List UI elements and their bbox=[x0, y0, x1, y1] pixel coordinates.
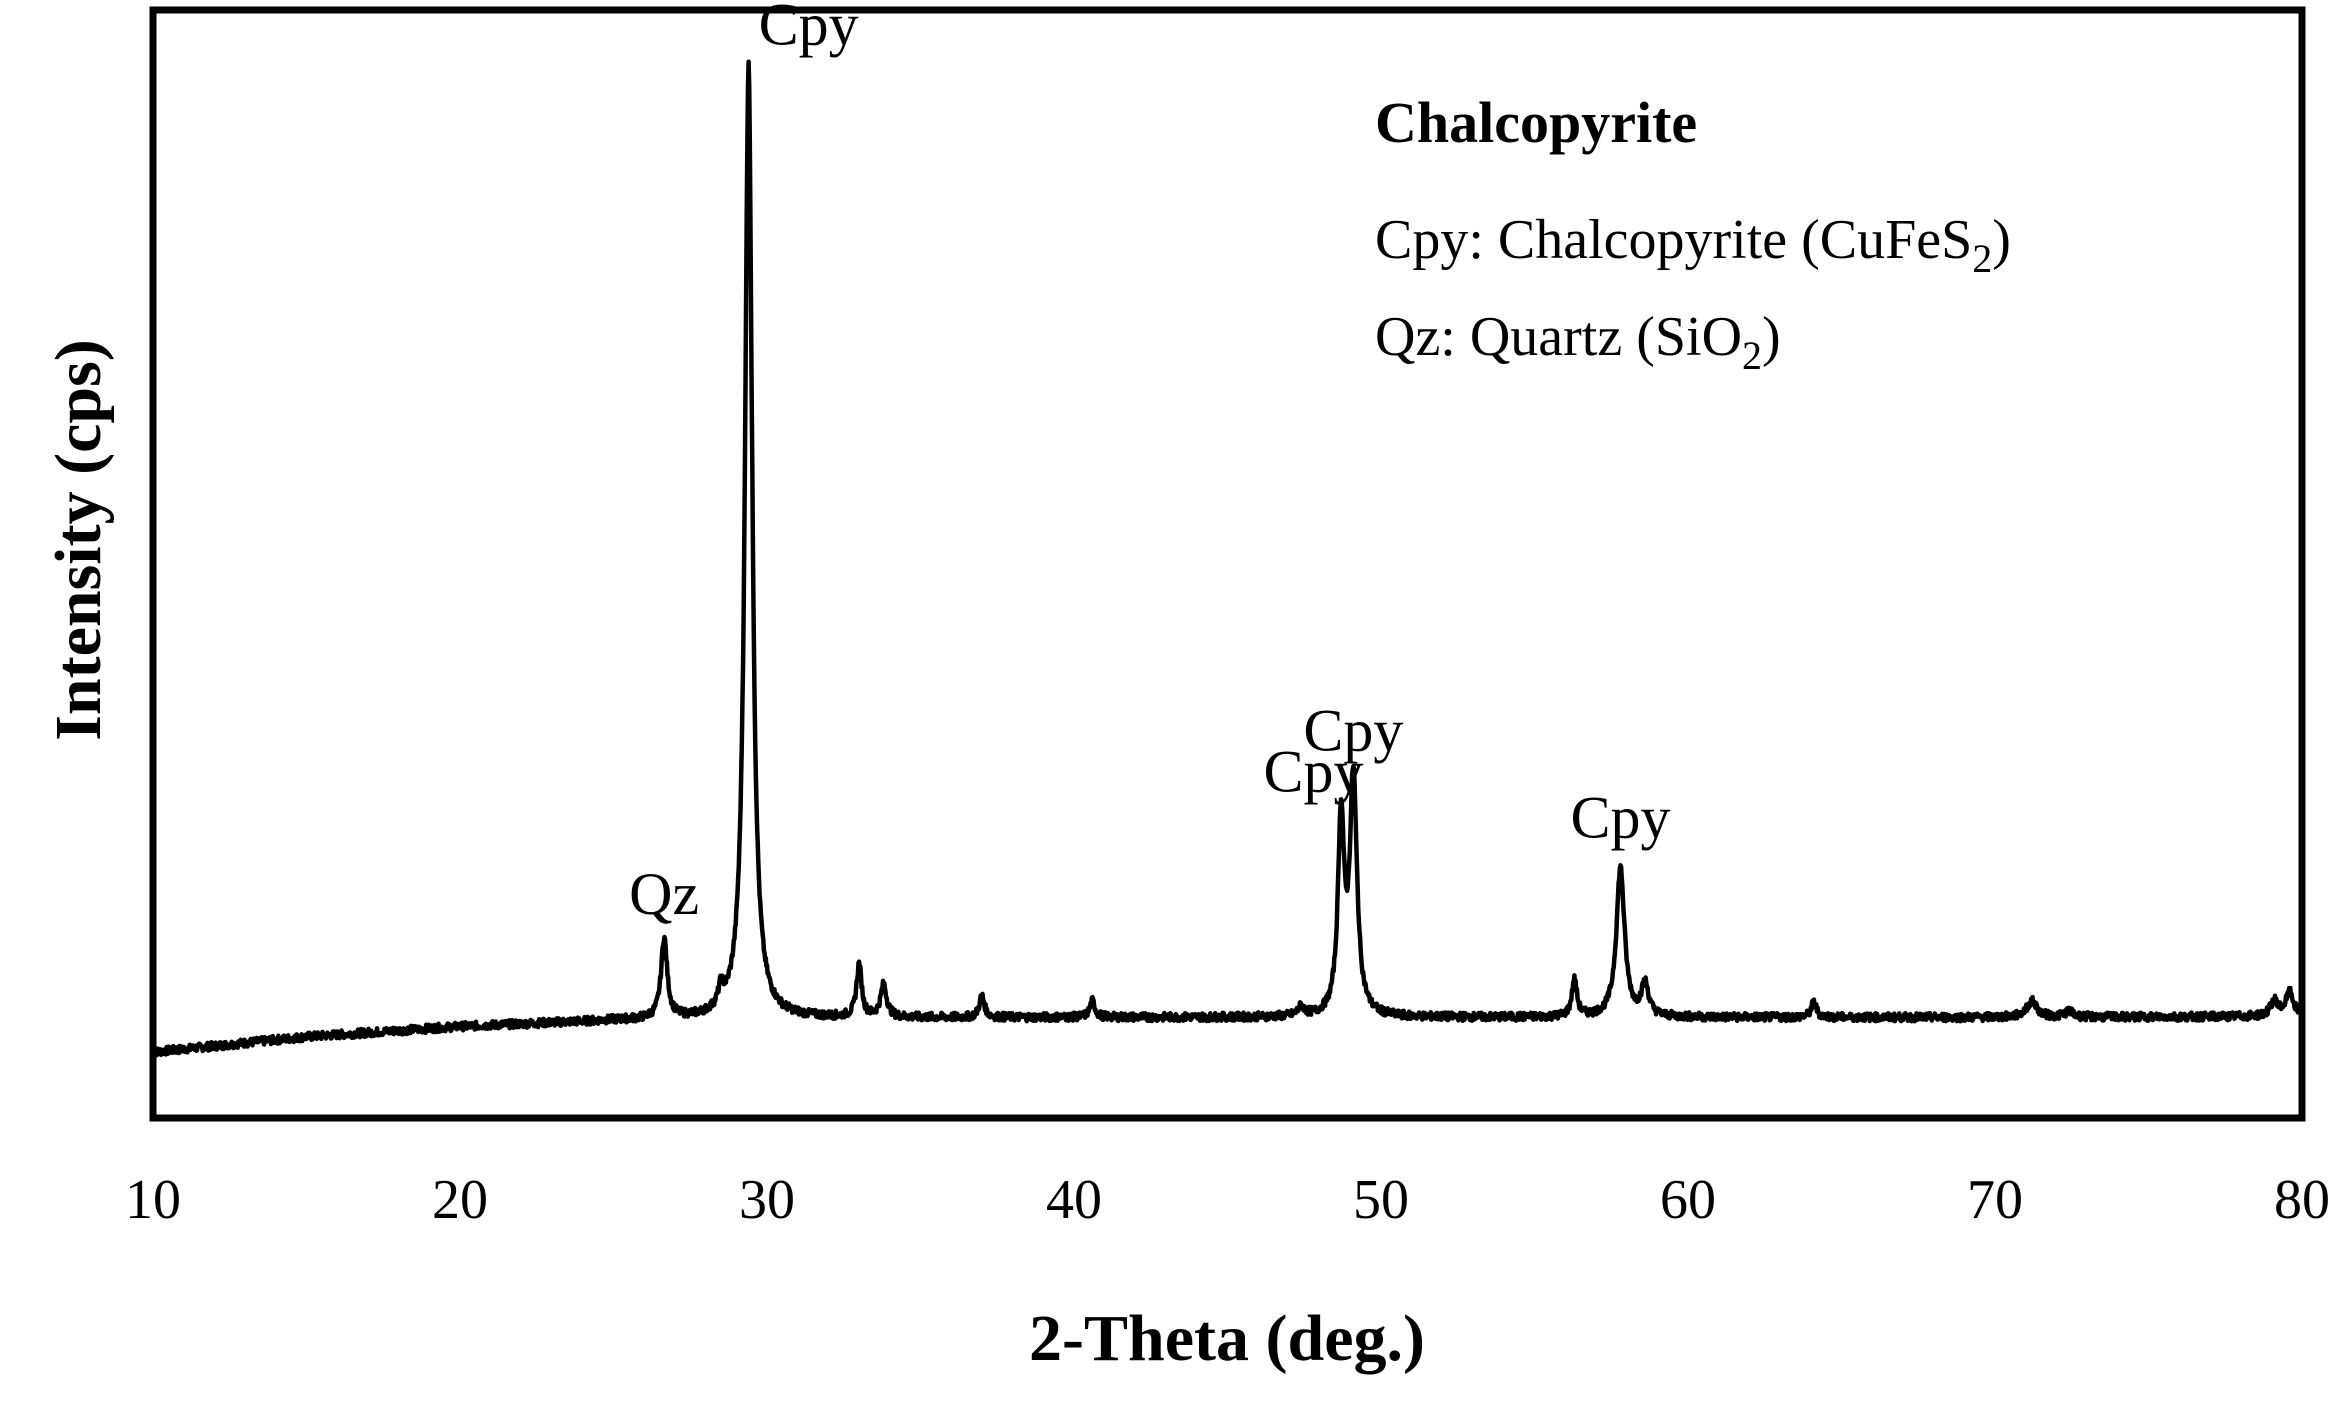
x-tick-label-60: 60 bbox=[1660, 1169, 1716, 1231]
x-tick-label-10: 10 bbox=[125, 1169, 181, 1231]
x-tick-label-80: 80 bbox=[2274, 1169, 2330, 1231]
x-tick-label-50: 50 bbox=[1353, 1169, 1409, 1231]
peak-label-cpy-3: Cpy bbox=[1303, 697, 1403, 763]
x-tick-label-30: 30 bbox=[739, 1169, 795, 1231]
legend: Chalcopyrite Cpy: Chalcopyrite (CuFeS2) … bbox=[1375, 90, 2011, 378]
peak-label-cpy-2: Cpy bbox=[1263, 738, 1363, 804]
x-tick-label-70: 70 bbox=[1967, 1169, 2023, 1231]
x-axis-title: 2-Theta (deg.) bbox=[1029, 1302, 1425, 1375]
peak-label-cpy-1: Cpy bbox=[759, 0, 859, 58]
peak-label-cpy-4: Cpy bbox=[1570, 784, 1670, 850]
xrd-pattern-line bbox=[151, 59, 2304, 1058]
peak-label-qz-0: Qz bbox=[629, 861, 699, 927]
x-tick-labels: 10 20 30 40 50 60 70 80 bbox=[125, 1169, 2330, 1231]
plot-frame bbox=[149, 6, 2306, 1122]
legend-entry-quartz: Qz: Quartz (SiO2) bbox=[1375, 306, 1781, 378]
y-axis-title: Intensity (cps) bbox=[42, 339, 115, 741]
x-tick-label-40: 40 bbox=[1046, 1169, 1102, 1231]
legend-entry-chalcopyrite: Cpy: Chalcopyrite (CuFeS2) bbox=[1375, 209, 2011, 281]
legend-title: Chalcopyrite bbox=[1375, 90, 1697, 155]
x-tick-label-20: 20 bbox=[432, 1169, 488, 1231]
